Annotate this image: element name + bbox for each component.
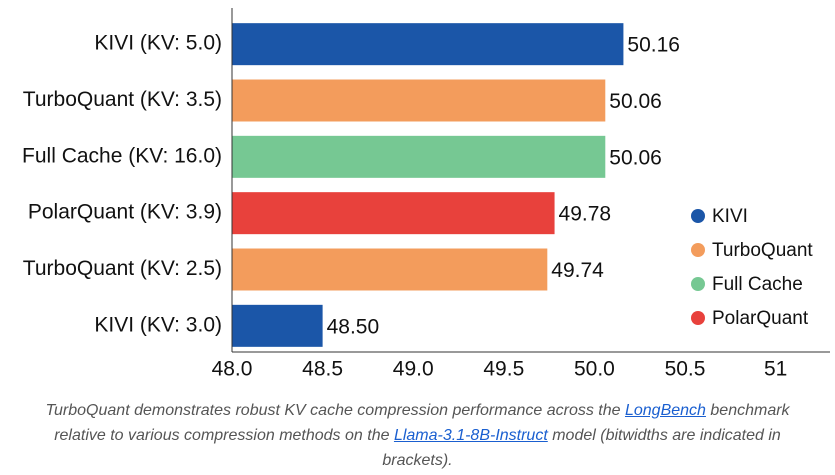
y-tick-label: KIVI (KV: 3.0) bbox=[94, 313, 222, 336]
x-tick-label: 49.0 bbox=[393, 358, 434, 381]
legend-label: TurboQuant bbox=[712, 240, 813, 261]
legend-label: Full Cache bbox=[712, 274, 803, 295]
y-tick-label: PolarQuant (KV: 3.9) bbox=[28, 201, 222, 224]
x-tick-label: 51 bbox=[764, 358, 787, 381]
bar bbox=[232, 135, 606, 178]
caption-text: TurboQuant demonstrates robust KV cache … bbox=[45, 402, 625, 419]
legend-marker bbox=[691, 311, 705, 325]
value-label: 48.50 bbox=[327, 315, 380, 338]
bar bbox=[232, 79, 606, 122]
bar bbox=[232, 23, 624, 66]
legend-marker bbox=[691, 209, 705, 223]
y-tick-label: TurboQuant (KV: 2.5) bbox=[23, 257, 222, 280]
legend-marker bbox=[691, 243, 705, 257]
x-tick-label: 50.0 bbox=[574, 358, 615, 381]
caption-text: model (bitwidths are indicated in bracke… bbox=[382, 427, 781, 469]
value-label: 50.06 bbox=[609, 90, 662, 113]
value-label: 50.06 bbox=[609, 146, 662, 169]
bar bbox=[232, 304, 323, 347]
caption-link[interactable]: LongBench bbox=[624, 402, 706, 419]
x-tick-label: 50.5 bbox=[665, 358, 706, 381]
legend-label: PolarQuant bbox=[712, 308, 809, 329]
value-label: 49.78 bbox=[559, 203, 612, 226]
bar bbox=[232, 192, 555, 235]
x-tick-label: 48.0 bbox=[212, 358, 253, 381]
legend-marker bbox=[691, 277, 705, 291]
bar bbox=[232, 248, 548, 291]
y-tick-label: Full Cache (KV: 16.0) bbox=[22, 144, 222, 167]
caption-text: benchmark relative to various compressio… bbox=[54, 402, 790, 444]
chart: 48.0 48.5 49.0 49.5 50.0 50.5 51 KIVI (KV: 5.0)… bbox=[22, 8, 830, 381]
y-tick-label: KIVI (KV: 5.0) bbox=[94, 32, 222, 55]
caption: TurboQuant demonstrates robust KV cache … bbox=[20, 398, 815, 473]
x-tick-label: 48.5 bbox=[302, 358, 343, 381]
x-tick-label: 49.5 bbox=[483, 358, 524, 381]
y-tick-label: TurboQuant (KV: 3.5) bbox=[23, 88, 222, 111]
value-label: 50.16 bbox=[627, 34, 680, 57]
legend-label: KIVI bbox=[712, 206, 748, 227]
value-label: 49.74 bbox=[551, 259, 604, 282]
caption-link[interactable]: Llama-3.1-8B-Instruct bbox=[393, 427, 548, 444]
